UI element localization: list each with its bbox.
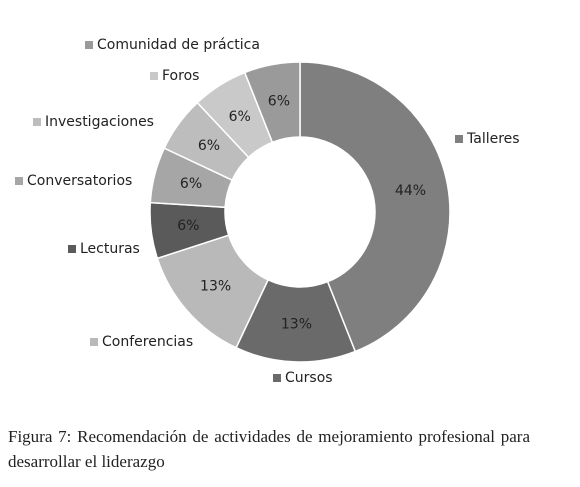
legend-label: Investigaciones	[45, 114, 154, 130]
legend-label: Talleres	[466, 131, 520, 147]
donut-slice	[299, 61, 451, 353]
legend-label: Foros	[162, 68, 199, 84]
figure-caption: Figura 7: Recomendación de actividades d…	[8, 427, 530, 471]
legend-swatch	[90, 338, 98, 346]
value-label: 44%	[395, 183, 426, 199]
legend-swatch	[15, 177, 23, 185]
value-label: 6%	[180, 176, 202, 192]
legend-label: Cursos	[285, 370, 333, 386]
value-label: 13%	[281, 316, 312, 332]
legend-label: Conferencias	[102, 334, 193, 350]
legend-swatch	[85, 41, 93, 49]
legend-swatch	[68, 245, 76, 253]
legend-label: Conversatorios	[27, 173, 132, 189]
value-label: 6%	[268, 93, 290, 109]
donut-slice	[243, 61, 301, 144]
legend-label: Lecturas	[80, 241, 140, 257]
legend-swatch	[33, 118, 41, 126]
legend-swatch	[150, 72, 158, 80]
legend-label: Comunidad de práctica	[97, 37, 260, 53]
chart: 44% Talleres 13% Cursos 13% Conferencias 6% Lec…	[15, 37, 520, 386]
value-label: 13%	[200, 278, 231, 294]
legend-swatch	[273, 374, 281, 382]
value-label: 6%	[177, 218, 199, 234]
value-label: 6%	[229, 109, 251, 125]
value-label: 6%	[198, 138, 220, 154]
legend-swatch	[455, 135, 463, 143]
